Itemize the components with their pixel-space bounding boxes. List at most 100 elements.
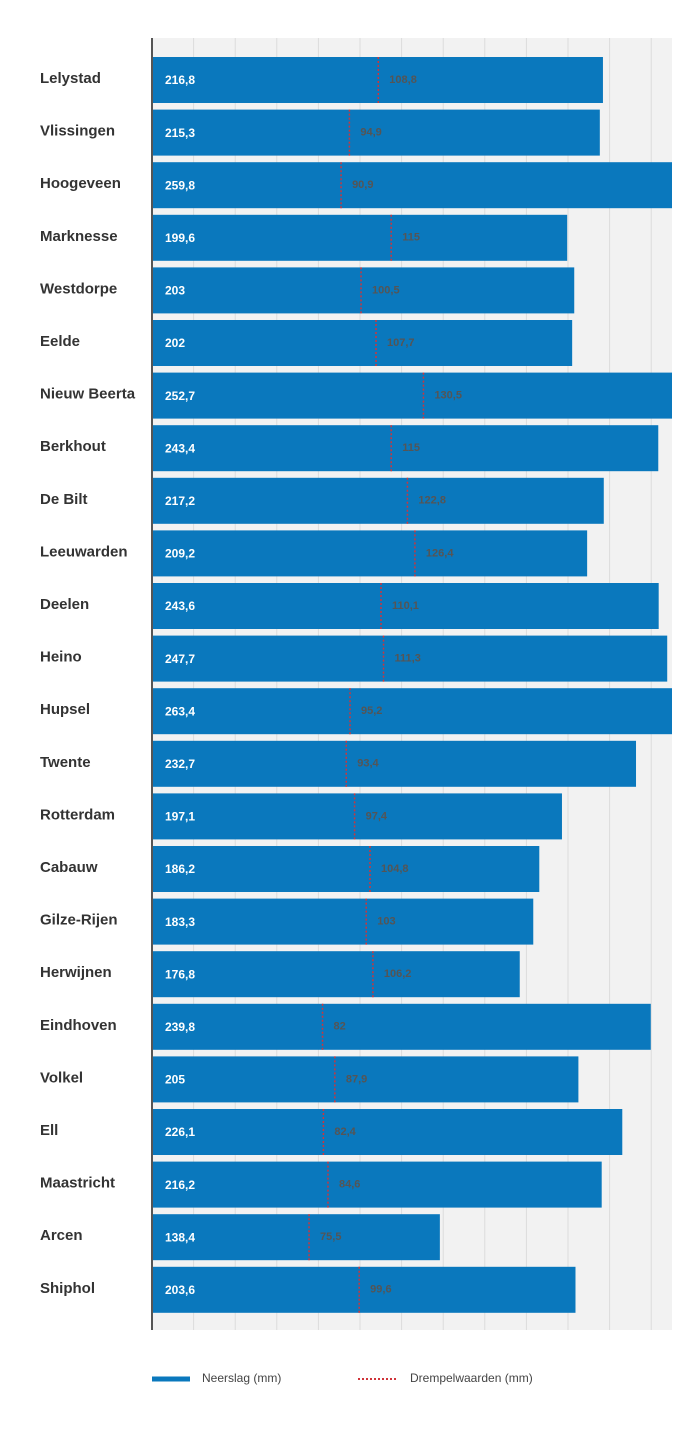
bar-value-label: 176,8 — [165, 967, 195, 981]
bar-value-label: 247,7 — [165, 652, 195, 666]
category-label: Lelystad — [40, 70, 101, 87]
threshold-label: 104,8 — [381, 863, 409, 875]
bar — [152, 1266, 576, 1313]
bar — [152, 477, 604, 524]
category-label: Heino — [40, 649, 82, 666]
category-label: Westdorpe — [40, 280, 117, 297]
category-label: Eindhoven — [40, 1017, 117, 1034]
category-label: Hoogeveen — [40, 175, 121, 192]
legend-label: Drempelwaarden (mm) — [410, 1371, 533, 1385]
bar-value-label: 205 — [165, 1073, 185, 1087]
category-label: Nieuw Beerta — [40, 386, 136, 403]
bar-value-label: 183,3 — [165, 915, 195, 929]
bar-value-label: 197,1 — [165, 810, 195, 824]
threshold-label: 95,2 — [361, 705, 382, 717]
bar — [152, 898, 534, 945]
threshold-label: 126,4 — [426, 547, 454, 559]
threshold-label: 107,7 — [387, 337, 415, 349]
category-label: Leeuwarden — [40, 543, 128, 560]
bar — [152, 635, 668, 682]
threshold-label: 93,4 — [357, 758, 379, 770]
bar — [152, 793, 562, 840]
bar — [152, 740, 637, 787]
bar-value-label: 216,2 — [165, 1178, 195, 1192]
threshold-label: 110,1 — [392, 600, 419, 612]
bar-value-label: 209,2 — [165, 547, 195, 561]
bar — [152, 320, 573, 366]
threshold-label: 82,4 — [334, 1126, 356, 1138]
category-label: Berkhout — [40, 438, 106, 455]
bar-value-label: 216,8 — [165, 73, 195, 87]
bar — [152, 530, 588, 577]
bar — [152, 1214, 440, 1261]
category-label: Cabauw — [40, 859, 98, 876]
legend: Neerslag (mm) Drempelwaarden (mm) — [152, 1371, 533, 1385]
category-label: Hupsel — [40, 701, 90, 718]
bar-value-label: 203,6 — [165, 1283, 195, 1297]
category-label: Maastricht — [40, 1175, 115, 1192]
bar-value-label: 202 — [165, 336, 185, 350]
threshold-label: 103 — [377, 916, 395, 928]
threshold-label: 75,5 — [320, 1231, 341, 1243]
bar-value-label: 203 — [165, 284, 185, 298]
bar — [152, 372, 672, 419]
bar — [152, 57, 603, 103]
bar — [152, 951, 520, 998]
threshold-label: 99,6 — [370, 1284, 391, 1296]
category-label: Eelde — [40, 333, 80, 350]
bar-value-label: 239,8 — [165, 1020, 195, 1034]
bar — [152, 425, 659, 472]
bar — [152, 267, 575, 314]
bar — [152, 1161, 602, 1208]
threshold-label: 108,8 — [389, 74, 417, 86]
threshold-label: 87,9 — [346, 1073, 367, 1085]
bar-value-label: 199,6 — [165, 231, 195, 245]
bar — [152, 688, 672, 735]
category-label: Gilze-Rijen — [40, 912, 118, 929]
bar-value-label: 217,2 — [165, 494, 195, 508]
bar-value-label: 186,2 — [165, 862, 195, 876]
threshold-label: 130,5 — [434, 390, 462, 402]
category-label: Herwijnen — [40, 964, 112, 981]
threshold-label: 97,4 — [366, 810, 388, 822]
bar-value-label: 243,4 — [165, 441, 195, 455]
threshold-label: 115 — [402, 232, 420, 244]
bar — [152, 1056, 579, 1103]
bars — [152, 57, 672, 1313]
bar-value-label: 138,4 — [165, 1230, 195, 1244]
threshold-label: 100,5 — [372, 284, 400, 296]
threshold-label: 94,9 — [360, 127, 381, 139]
bar — [152, 1109, 623, 1155]
category-label: Rotterdam — [40, 806, 115, 823]
threshold-label: 111,3 — [395, 653, 421, 665]
category-label: Arcen — [40, 1227, 83, 1244]
category-label: Shiphol — [40, 1280, 95, 1297]
bar — [152, 1003, 651, 1050]
category-label: Volkel — [40, 1069, 83, 1086]
bar — [152, 109, 600, 156]
bar — [152, 846, 540, 892]
bar-value-label: 259,8 — [165, 178, 195, 192]
labels: Lelystad 216,8 108,8 Vlissingen 215,3 94,9 Hoo… — [40, 70, 462, 1297]
threshold-label: 84,6 — [339, 1179, 360, 1191]
category-label: Twente — [40, 754, 91, 771]
category-label: Vlissingen — [40, 123, 115, 140]
category-label: Marknesse — [40, 228, 118, 245]
category-label: Ell — [40, 1122, 58, 1139]
category-label: Deelen — [40, 596, 89, 613]
bar — [152, 214, 568, 261]
threshold-label: 82 — [334, 1021, 346, 1033]
bar-value-label: 215,3 — [165, 126, 195, 140]
threshold-label: 90,9 — [352, 179, 373, 191]
threshold-label: 106,2 — [384, 968, 412, 980]
bar-value-label: 263,4 — [165, 704, 195, 718]
bar-value-label: 243,6 — [165, 599, 195, 613]
bar-value-label: 252,7 — [165, 389, 195, 403]
bar-value-label: 226,1 — [165, 1125, 195, 1139]
legend-label: Neerslag (mm) — [202, 1371, 281, 1385]
bar-value-label: 232,7 — [165, 757, 195, 771]
category-label: De Bilt — [40, 491, 88, 508]
bar — [152, 583, 659, 629]
threshold-label: 122,8 — [418, 495, 446, 507]
